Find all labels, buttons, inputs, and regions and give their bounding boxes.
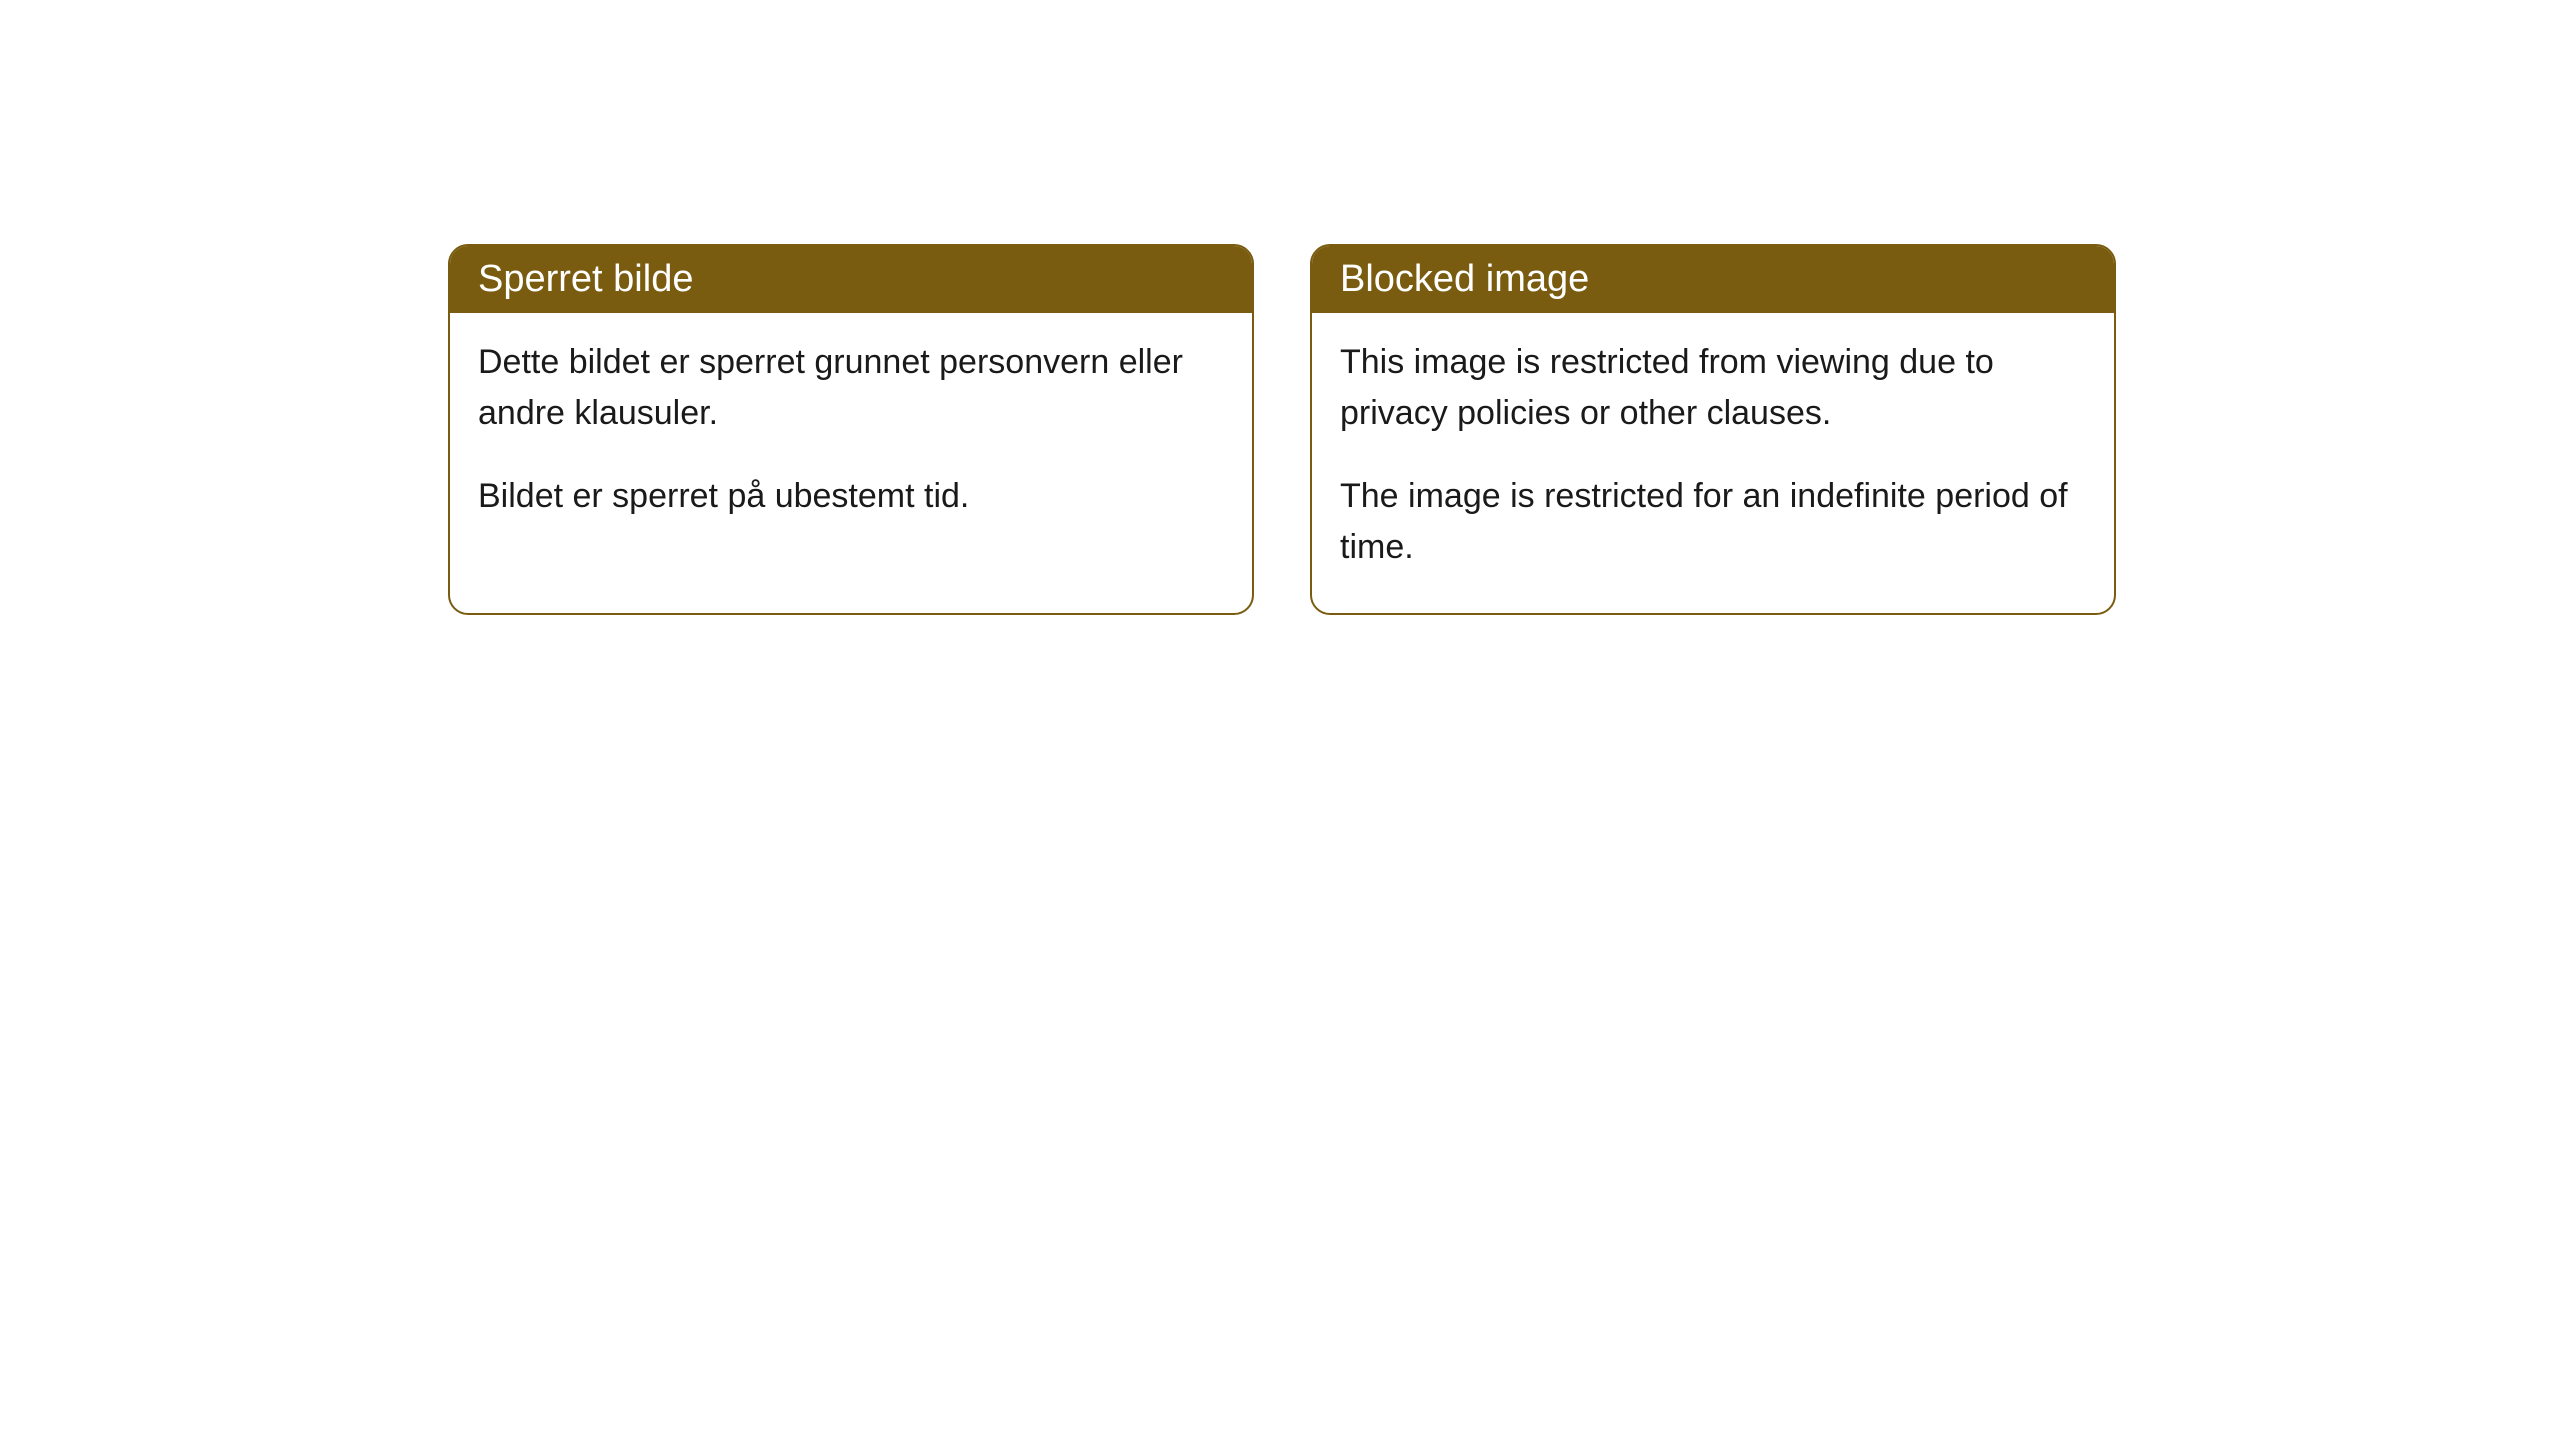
- card-paragraph: The image is restricted for an indefinit…: [1340, 471, 2086, 573]
- blocked-image-card-norwegian: Sperret bilde Dette bildet er sperret gr…: [448, 244, 1254, 615]
- card-paragraph: Dette bildet er sperret grunnet personve…: [478, 337, 1224, 439]
- card-paragraph: Bildet er sperret på ubestemt tid.: [478, 471, 1224, 522]
- card-header: Sperret bilde: [450, 246, 1252, 313]
- card-body: Dette bildet er sperret grunnet personve…: [450, 313, 1252, 562]
- card-paragraph: This image is restricted from viewing du…: [1340, 337, 2086, 439]
- card-header: Blocked image: [1312, 246, 2114, 313]
- card-title: Blocked image: [1340, 258, 1589, 300]
- card-title: Sperret bilde: [478, 258, 693, 300]
- card-body: This image is restricted from viewing du…: [1312, 313, 2114, 613]
- blocked-image-card-english: Blocked image This image is restricted f…: [1310, 244, 2116, 615]
- notice-cards-container: Sperret bilde Dette bildet er sperret gr…: [0, 0, 2560, 615]
